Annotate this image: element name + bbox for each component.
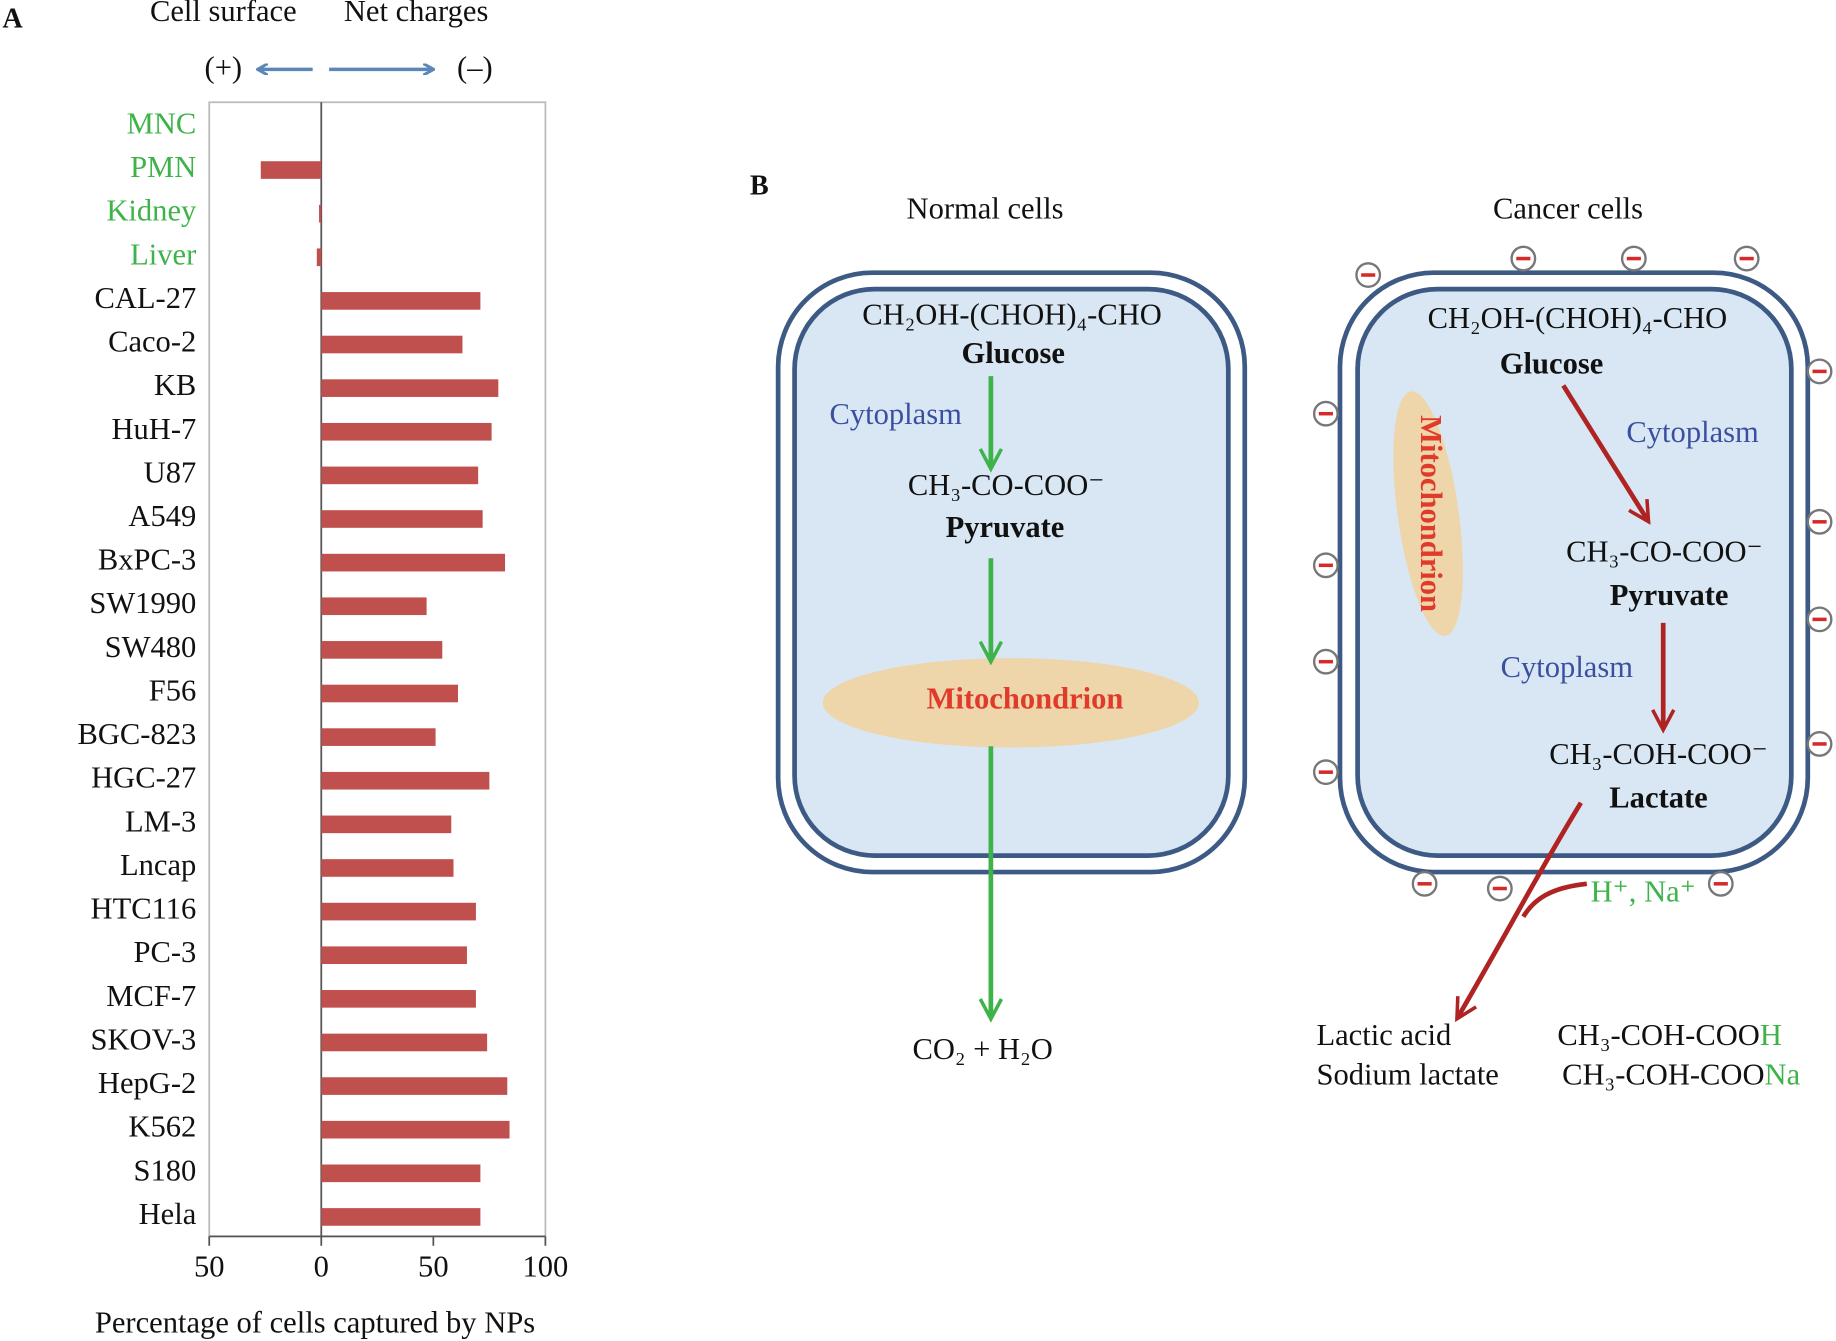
y-tick-label: SKOV-3 [90, 1022, 196, 1056]
x-tick-label: 0 [314, 1249, 329, 1283]
bar [321, 597, 427, 616]
bar [321, 379, 499, 397]
x-tick-label: 50 [194, 1249, 225, 1283]
y-tick-label: Hela [139, 1197, 197, 1231]
bar [321, 684, 458, 703]
plot-frame [208, 101, 547, 1238]
y-tick-label: Kidney [106, 194, 197, 228]
y-tick-label: LM-3 [125, 804, 196, 838]
bar [321, 1164, 481, 1183]
bar [321, 335, 463, 354]
formula: CH₃-COH-COO⁻ [1549, 737, 1768, 771]
y-tick-label: F56 [149, 674, 197, 708]
bar [316, 248, 322, 267]
cell-title: Normal cells [907, 192, 1064, 226]
cancer-cell [1337, 270, 1811, 1018]
x-axis-label: Percentage of cells captured by NPs [95, 1306, 535, 1340]
y-tick-label: MCF-7 [106, 979, 196, 1013]
region-label: Cytoplasm [1626, 415, 1759, 449]
header-right: Net charges [344, 0, 488, 28]
y-tick-label: HGC-27 [91, 761, 196, 795]
bar [260, 161, 322, 179]
formula-base: CH₃-COH-COO [1562, 1058, 1764, 1092]
y-tick-label: CAL-27 [94, 281, 196, 315]
panel-label: B [750, 171, 769, 202]
formula: CH₃-CO-COO⁻ [1566, 535, 1762, 569]
bar [321, 466, 479, 485]
region-label: Cytoplasm [829, 397, 962, 431]
organelle-label: Mitochondrion [927, 682, 1124, 716]
region-label: Cytoplasm [1501, 650, 1634, 684]
bar [321, 1120, 510, 1139]
y-tick-label: U87 [144, 455, 197, 489]
product-formula: CH₃-COH-COONa [1562, 1058, 1800, 1092]
bar [321, 990, 476, 1008]
organelle-label: Mitochondrion [1414, 415, 1448, 612]
metabolite: Pyruvate [1610, 578, 1729, 612]
bar [321, 902, 476, 921]
bar [321, 728, 436, 746]
normal-cell [775, 270, 1248, 1018]
negative-sign: (–) [457, 51, 493, 85]
y-tick-label: BGC-823 [77, 717, 196, 751]
bar [319, 204, 322, 223]
metabolite: Glucose [1500, 347, 1604, 381]
y-tick-label: S180 [133, 1153, 196, 1187]
formula: CH₂OH-(CHOH)₄-CHO [1428, 301, 1728, 335]
x-tick-label: 100 [522, 1249, 568, 1283]
formula: CH₃-CO-COO⁻ [908, 468, 1104, 502]
y-tick-label: HTC116 [91, 892, 197, 926]
cell-title: Cancer cells [1493, 192, 1643, 226]
formula: CH₂OH-(CHOH)₄-CHO [862, 297, 1162, 331]
positive-sign: (+) [205, 51, 243, 85]
y-tick-label: PMN [130, 150, 196, 184]
bar [321, 1033, 488, 1052]
y-tick-label: SW480 [105, 630, 197, 664]
bar [321, 422, 492, 441]
bar [321, 946, 467, 965]
y-tick-label: Caco-2 [108, 325, 196, 359]
formula-suffix: H [1760, 1018, 1782, 1052]
y-tick-label: SW1990 [89, 586, 196, 620]
formula-base: CH₃-COH-COO [1557, 1018, 1759, 1052]
bar [321, 553, 506, 572]
y-tick-label: PC-3 [133, 935, 196, 969]
bar [321, 1077, 508, 1095]
bar [321, 815, 452, 834]
bar [321, 1208, 481, 1226]
ions: H⁺, Na⁺ [1591, 874, 1696, 908]
metabolite: Pyruvate [946, 510, 1065, 544]
y-tick-label: KB [154, 368, 196, 402]
bar [321, 859, 454, 877]
y-tick-label: MNC [127, 106, 197, 140]
product-name: Sodium lactate [1316, 1058, 1498, 1092]
x-tick-label: 50 [418, 1249, 449, 1283]
product-name: Lactic acid [1316, 1018, 1451, 1052]
product: CO₂ + H₂O [912, 1032, 1052, 1066]
bar [321, 641, 443, 659]
product-formula: CH₃-COH-COOH [1557, 1018, 1781, 1052]
bar [321, 771, 490, 790]
y-tick-label: HuH-7 [111, 412, 196, 446]
formula-suffix: Na [1765, 1058, 1801, 1092]
y-tick-label: K562 [128, 1110, 196, 1144]
y-tick-label: HepG-2 [98, 1066, 196, 1100]
y-tick-label: Liver [130, 237, 196, 271]
metabolite: Lactate [1609, 780, 1707, 814]
bar [321, 292, 481, 310]
y-tick-label: A549 [128, 499, 196, 533]
header-left: Cell surface [150, 0, 297, 28]
panel-label: A [2, 4, 23, 35]
y-tick-label: BxPC-3 [98, 543, 196, 577]
y-tick-label: Lncap [120, 848, 196, 882]
bar [321, 510, 483, 528]
metabolite: Glucose [961, 336, 1065, 370]
negative-charges [1312, 245, 1833, 902]
